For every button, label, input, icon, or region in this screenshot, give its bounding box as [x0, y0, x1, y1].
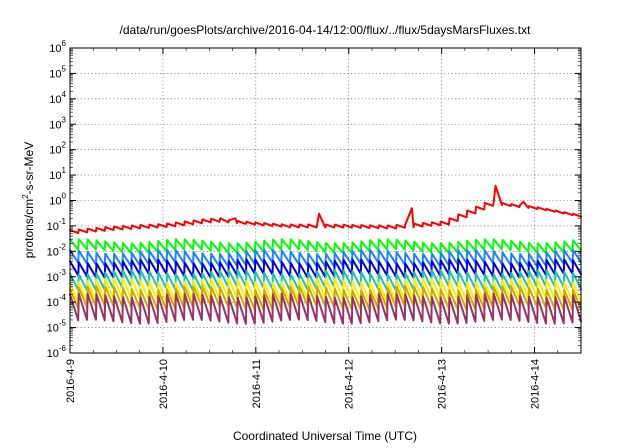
x-tick-label: 2016-4-13 [437, 359, 449, 409]
y-tick-label: 105 [49, 64, 66, 80]
y-tick-label: 10-5 [47, 319, 67, 335]
series-group [69, 184, 582, 325]
y-tick-label: 104 [49, 90, 66, 106]
y-tick-label: 103 [49, 115, 66, 131]
y-axis: 10-6 10-5 10-4 10-3 10-2 10-1 100 101 102 103 104 1… [47, 39, 581, 360]
chart-title: /data/run/goesPlots/archive/2016-04-14/1… [120, 23, 532, 37]
x-tick-label: 2016-4-9 [65, 359, 77, 403]
x-tick-label: 2016-4-11 [251, 359, 263, 408]
x-axis-label: Coordinated Universal Time (UTC) [233, 429, 417, 443]
series-line-4 [69, 258, 582, 279]
y-tick-label: 102 [49, 141, 66, 157]
series-line-1 [69, 184, 582, 234]
y-tick-label: 100 [49, 192, 66, 208]
y-tick-label: 10-4 [47, 293, 67, 309]
series-line-8 [69, 292, 582, 325]
x-axis: 2016-4-9 2016-4-10 2016-4-11 2016-4-12 2016-… [65, 48, 559, 409]
y-tick-label: 101 [49, 166, 66, 182]
y-tick-label: 10-1 [47, 217, 67, 233]
y-tick-label: 10-2 [47, 242, 67, 258]
y-tick-label: 106 [49, 39, 66, 55]
y-tick-label: 10-6 [47, 344, 67, 360]
x-tick-label: 2016-4-12 [344, 359, 356, 409]
x-tick-label: 2016-4-10 [158, 359, 170, 409]
y-tick-label: 10-3 [47, 268, 67, 284]
series-line-2 [69, 238, 582, 255]
x-tick-label: 2016-4-14 [530, 359, 542, 409]
y-axis-label: protons/cm2-s-sr-MeV [21, 142, 36, 258]
